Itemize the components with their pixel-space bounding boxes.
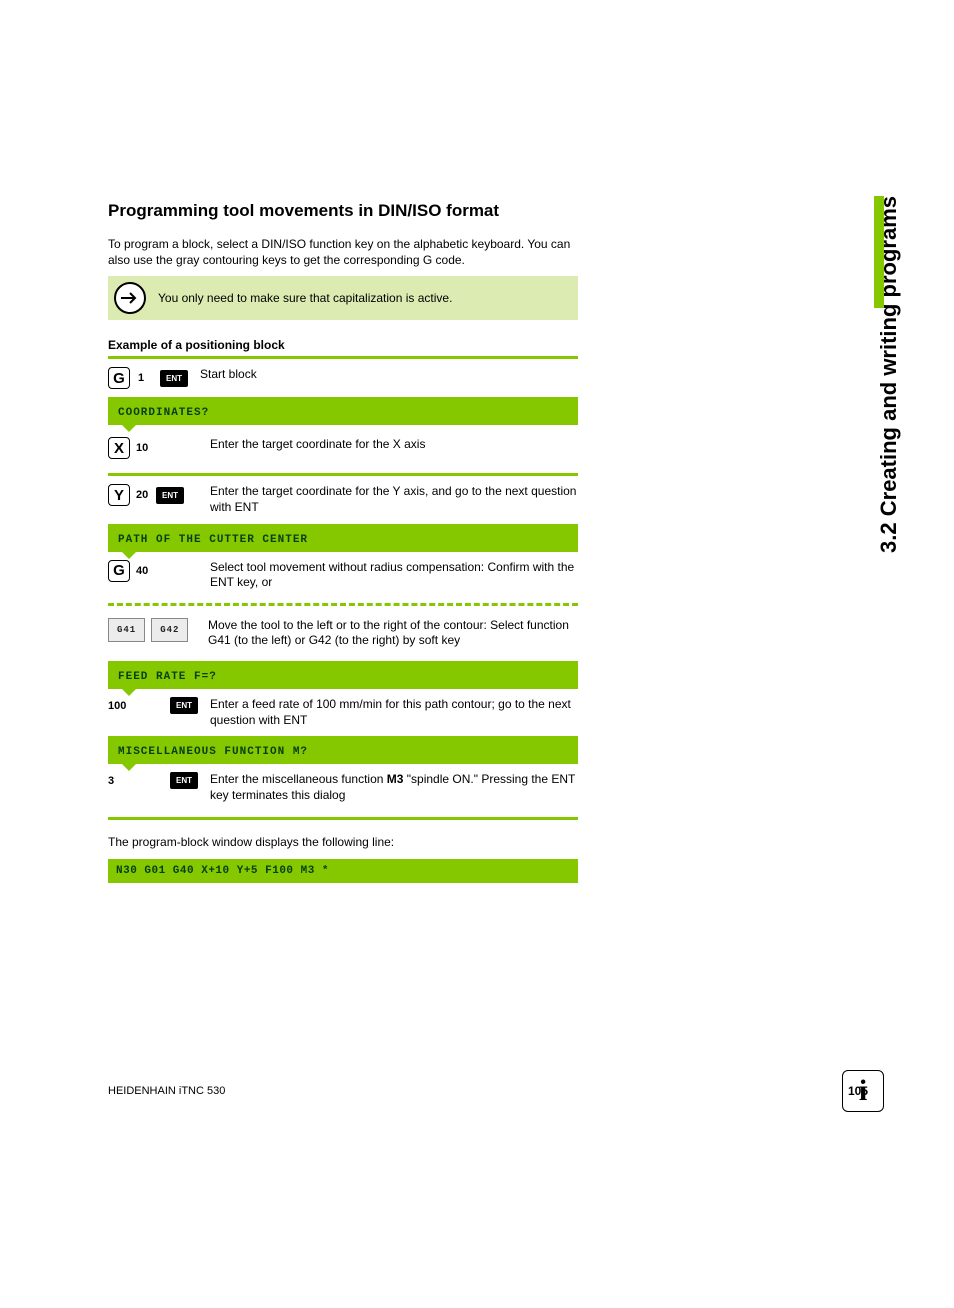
- step-row: 3 ENT Enter the miscellaneous function M…: [108, 764, 578, 811]
- ent-key-icon: ENT: [170, 772, 198, 789]
- step-row: G 40 Select tool movement without radius…: [108, 552, 578, 599]
- main-content: Programming tool movements in DIN/ISO fo…: [108, 200, 578, 883]
- arrow-right-icon: [114, 282, 146, 314]
- key-g-icon: G: [108, 367, 130, 389]
- prompt-bar: PATH OF THE CUTTER CENTER: [108, 524, 578, 552]
- step-value: 100: [108, 700, 134, 712]
- note-box: You only need to make sure that capitali…: [108, 276, 578, 320]
- step-desc: Enter a feed rate of 100 mm/min for this…: [210, 697, 578, 728]
- key-y-icon: Y: [108, 484, 130, 506]
- step-value: 1: [138, 372, 152, 384]
- program-block-code: N30 G01 G40 X+10 Y+5 F100 M3 *: [108, 859, 578, 883]
- step-desc-bold: M3: [387, 772, 404, 786]
- step-row: Y 20 ENT Enter the target coordinate for…: [108, 476, 578, 523]
- info-icon: i: [842, 1070, 884, 1112]
- step-desc-pre: Enter the miscellaneous function: [210, 772, 387, 786]
- example-heading: Example of a positioning block: [108, 338, 578, 352]
- outro-text: The program-block window displays the fo…: [108, 834, 578, 850]
- section-side-tab: 3.2 Creating and writing programs: [876, 196, 902, 553]
- prompt-bar: FEED RATE F=?: [108, 661, 578, 689]
- step-value: 10: [136, 442, 150, 454]
- ent-key-icon: ENT: [156, 487, 184, 504]
- dashed-separator: [108, 603, 578, 606]
- step-value: 20: [136, 489, 150, 501]
- step-desc: Enter the miscellaneous function M3 "spi…: [210, 772, 578, 803]
- softkey-g41[interactable]: G41: [108, 618, 145, 642]
- step-row: G 1 ENT Start block: [108, 359, 578, 397]
- key-g-icon: G: [108, 560, 130, 582]
- step-value: 40: [136, 565, 150, 577]
- step-desc: Start block: [200, 367, 578, 383]
- prompt-text: PATH OF THE CUTTER CENTER: [118, 534, 308, 546]
- prompt-text: COORDINATES?: [118, 407, 209, 419]
- step-desc: Enter the target coordinate for the Y ax…: [210, 484, 578, 515]
- footer-product: HEIDENHAIN iTNC 530: [108, 1085, 225, 1097]
- step-desc: Enter the target coordinate for the X ax…: [210, 437, 578, 453]
- ent-key-icon: ENT: [170, 697, 198, 714]
- prompt-bar: MISCELLANEOUS FUNCTION M?: [108, 736, 578, 764]
- intro-paragraph: To program a block, select a DIN/ISO fun…: [108, 236, 578, 268]
- prompt-bar: COORDINATES?: [108, 397, 578, 425]
- step-row: X 10 Enter the target coordinate for the…: [108, 425, 578, 473]
- prompt-text: MISCELLANEOUS FUNCTION M?: [118, 746, 308, 758]
- step-row: G41 G42 Move the tool to the left or to …: [108, 608, 578, 661]
- page-footer: HEIDENHAIN iTNC 530 105: [108, 1084, 868, 1098]
- step-row: 100 ENT Enter a feed rate of 100 mm/min …: [108, 689, 578, 736]
- rule: [108, 817, 578, 820]
- key-x-icon: X: [108, 437, 130, 459]
- step-value: 3: [108, 775, 134, 787]
- step-desc: Select tool movement without radius comp…: [210, 560, 578, 591]
- prompt-text: FEED RATE F=?: [118, 671, 217, 683]
- ent-key-icon: ENT: [160, 370, 188, 387]
- step-desc: Move the tool to the left or to the righ…: [208, 618, 578, 649]
- note-text: You only need to make sure that capitali…: [158, 291, 452, 305]
- info-glyph: i: [859, 1076, 867, 1106]
- page-heading: Programming tool movements in DIN/ISO fo…: [108, 200, 578, 222]
- softkey-g42[interactable]: G42: [151, 618, 188, 642]
